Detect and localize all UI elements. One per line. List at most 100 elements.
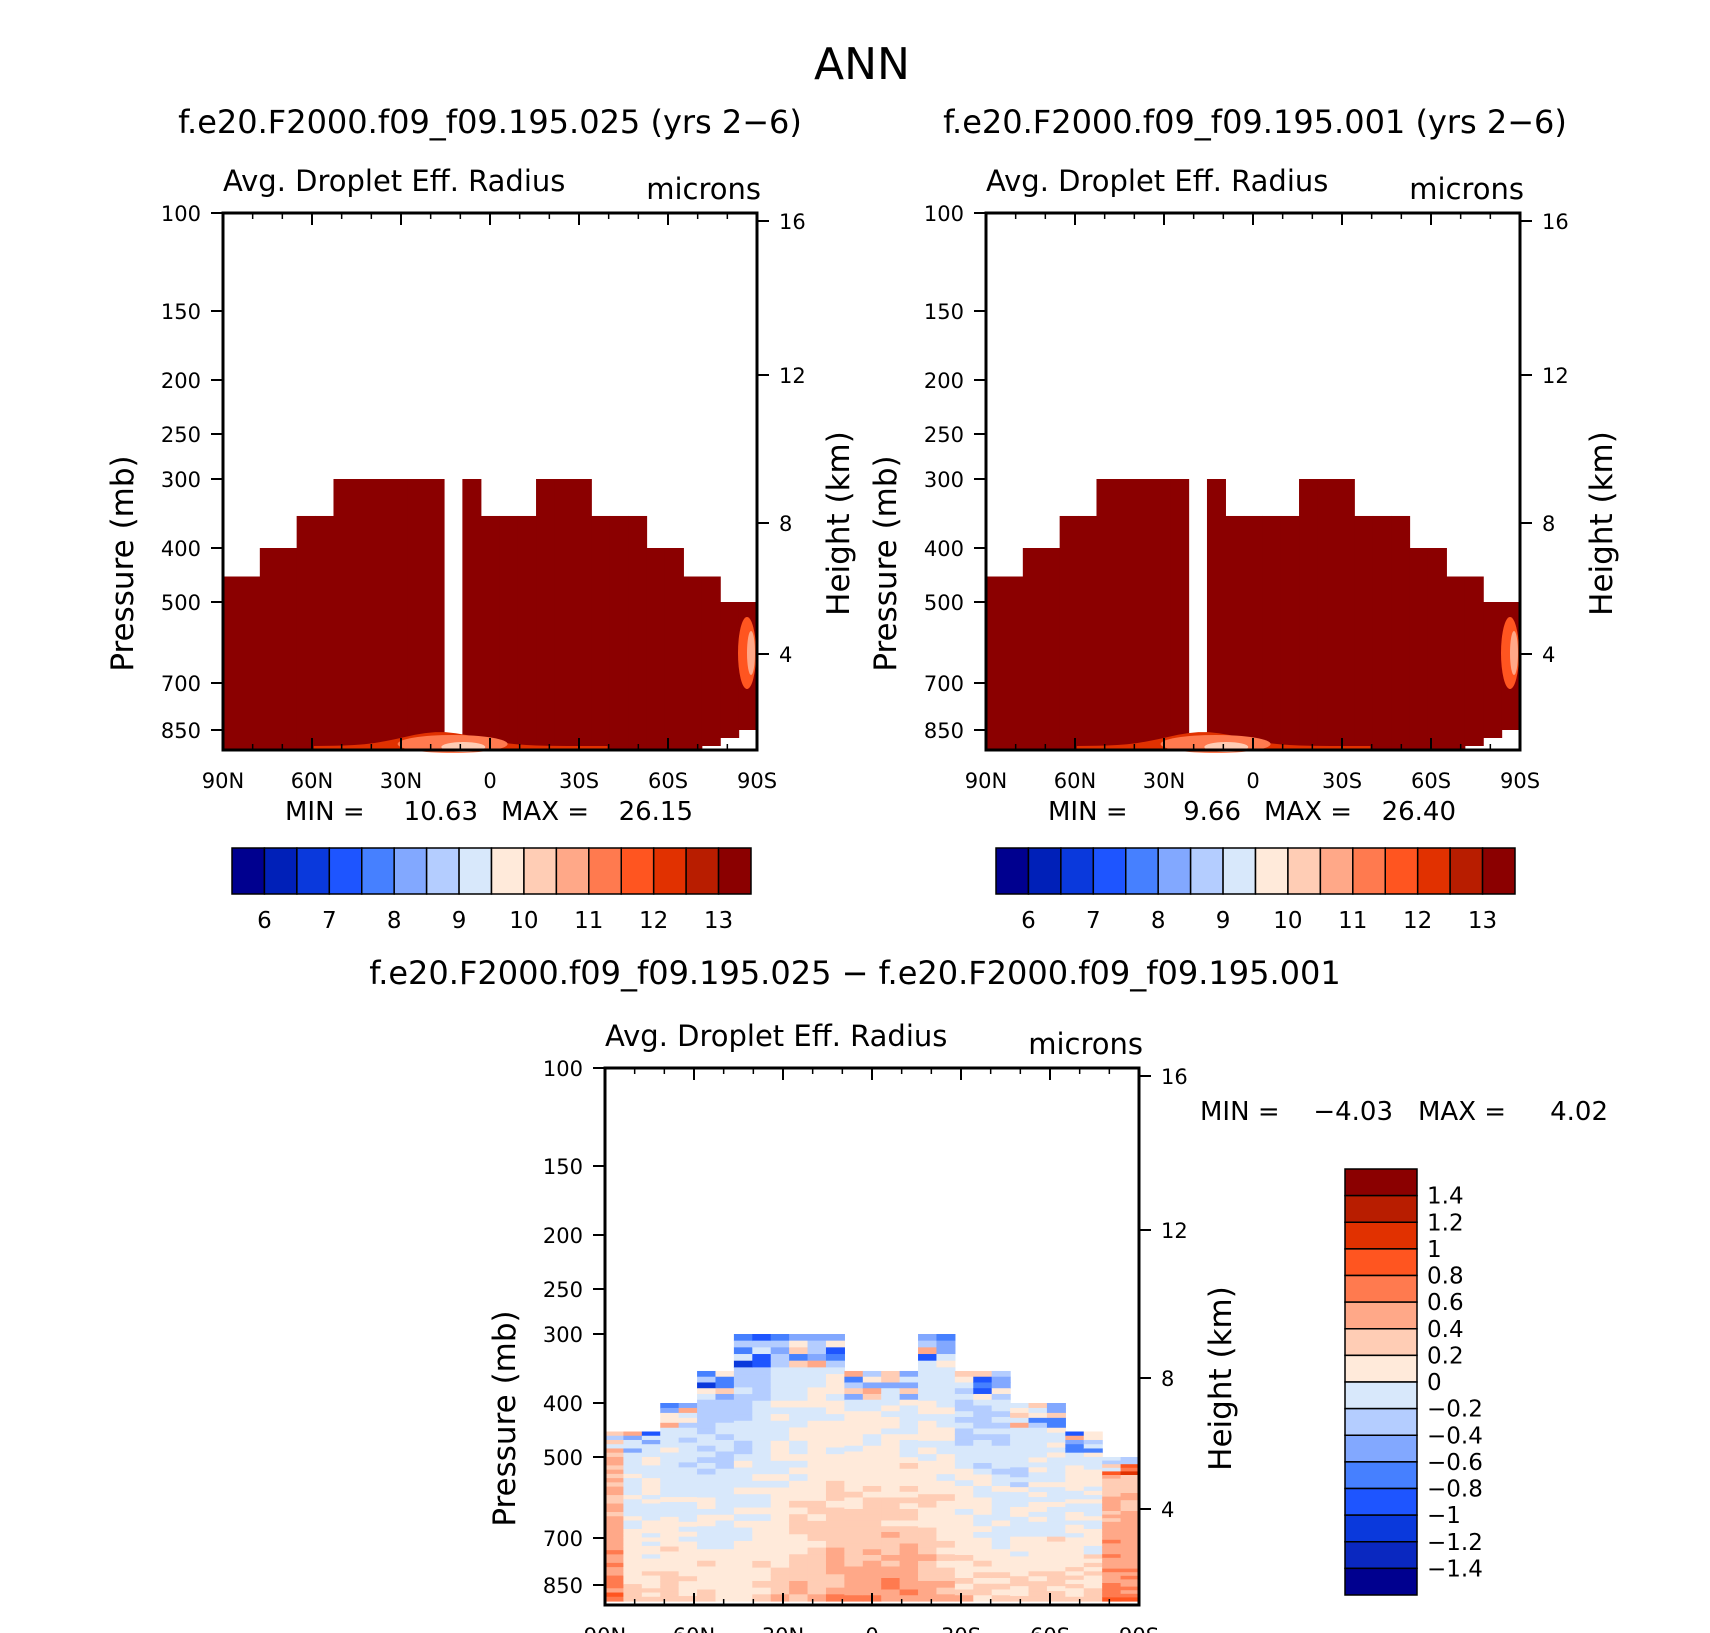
y-axis-label: Pressure (mb) (487, 1310, 523, 1526)
diff-cell (1046, 1447, 1066, 1454)
diff-cell (641, 1554, 661, 1560)
diff-cell (954, 1422, 974, 1430)
diff-cell (715, 1526, 735, 1533)
diff-cell (715, 1560, 735, 1568)
field-column (480, 515, 500, 750)
diff-cell (807, 1547, 827, 1555)
diff-cell (844, 1370, 864, 1378)
field-column (1206, 479, 1226, 750)
diff-cell (752, 1434, 772, 1442)
diff-cell (697, 1411, 717, 1418)
diff-cell (752, 1567, 772, 1575)
diff-cell (807, 1454, 827, 1462)
diff-cell (1120, 1475, 1140, 1480)
colorbar-box (1352, 847, 1386, 895)
diff-cell (678, 1487, 698, 1493)
diff-cell (881, 1537, 901, 1545)
diff-cell (899, 1520, 919, 1527)
diff-cell (991, 1531, 1011, 1539)
diff-cell (752, 1454, 772, 1462)
diff-cell (789, 1587, 809, 1595)
diff-cell (844, 1514, 864, 1522)
diff-cell (807, 1500, 827, 1509)
diff-cell (697, 1480, 717, 1487)
colorbar-label: 1 (1427, 1237, 1442, 1263)
diff-cell (862, 1514, 882, 1522)
field-column (425, 479, 445, 750)
diff-cell (973, 1549, 993, 1556)
diff-cell (678, 1452, 698, 1459)
field-column (1280, 515, 1300, 750)
field-column (1170, 479, 1190, 750)
diff-cell (936, 1527, 956, 1535)
diff-cell (1065, 1456, 1085, 1462)
diff-cell (623, 1512, 643, 1517)
diff-cell (899, 1543, 919, 1550)
y-tick-label: 300 (543, 1323, 583, 1347)
colorbar-box (1344, 1514, 1418, 1543)
diff-cell (825, 1407, 845, 1415)
field-column (407, 479, 427, 750)
diff-cell (807, 1334, 827, 1342)
diff-cell (899, 1503, 919, 1510)
diff-cell (954, 1439, 974, 1447)
y-tick-label: 400 (543, 1392, 583, 1416)
diff-cell (623, 1537, 643, 1543)
diff-cell (789, 1420, 809, 1429)
diff-cell (936, 1347, 956, 1355)
colorbar-box (1344, 1168, 1418, 1197)
diff-cell (991, 1370, 1011, 1378)
diff-cell (1010, 1427, 1030, 1434)
diff-cell (789, 1467, 809, 1475)
field-column (1059, 515, 1079, 750)
diff-cell (918, 1360, 938, 1368)
diff-cell (954, 1543, 974, 1550)
field-column (1299, 479, 1319, 750)
diff-cell (752, 1514, 772, 1522)
diff-cell (1120, 1500, 1140, 1505)
diff-cell (641, 1495, 661, 1500)
diff-cell (1010, 1566, 1030, 1572)
diff-cell (862, 1566, 882, 1573)
diff-cell (844, 1554, 864, 1562)
southern-edge-core (1510, 631, 1518, 675)
diff-cell (1120, 1471, 1140, 1476)
diff-cell (660, 1427, 680, 1434)
diff-cell (936, 1547, 956, 1555)
diff-cell (752, 1427, 772, 1435)
diff-cell (605, 1592, 625, 1598)
x-tick-label: 60S (1030, 1624, 1070, 1633)
diff-cell (918, 1334, 938, 1342)
diff-cell (1010, 1452, 1030, 1459)
diff-cell (1046, 1586, 1066, 1592)
diff-cell (605, 1465, 625, 1471)
y-tick-label: 150 (924, 300, 964, 324)
diff-cell (918, 1587, 938, 1595)
colorbar-label: 13 (704, 908, 733, 934)
field-column (1464, 576, 1484, 746)
diff-cell (936, 1480, 956, 1489)
diff-cell (697, 1451, 717, 1458)
diff-cell (954, 1462, 974, 1470)
diff-cell (1010, 1596, 1030, 1602)
field-column (315, 515, 335, 750)
field-column (1022, 548, 1042, 750)
diff-cell (1010, 1521, 1030, 1528)
diff-cell (605, 1499, 625, 1505)
diff-cell (1102, 1482, 1122, 1487)
y-tick-label: 500 (924, 591, 964, 615)
diff-cell (1010, 1576, 1030, 1582)
diff-cell (991, 1468, 1011, 1476)
diff-cell (733, 1347, 753, 1355)
diff-cell (1010, 1437, 1030, 1444)
max-value: 4.02 (1550, 1097, 1608, 1127)
diff-cell (991, 1595, 1011, 1602)
diff-cell (1065, 1592, 1085, 1598)
diff-cell (936, 1420, 956, 1429)
diff-cell (1028, 1412, 1048, 1419)
diff-cell (1120, 1550, 1140, 1555)
diff-cell (807, 1340, 827, 1348)
y-tick-label: 400 (161, 537, 201, 561)
diff-cell (862, 1405, 882, 1412)
diff-cell (1028, 1541, 1048, 1548)
